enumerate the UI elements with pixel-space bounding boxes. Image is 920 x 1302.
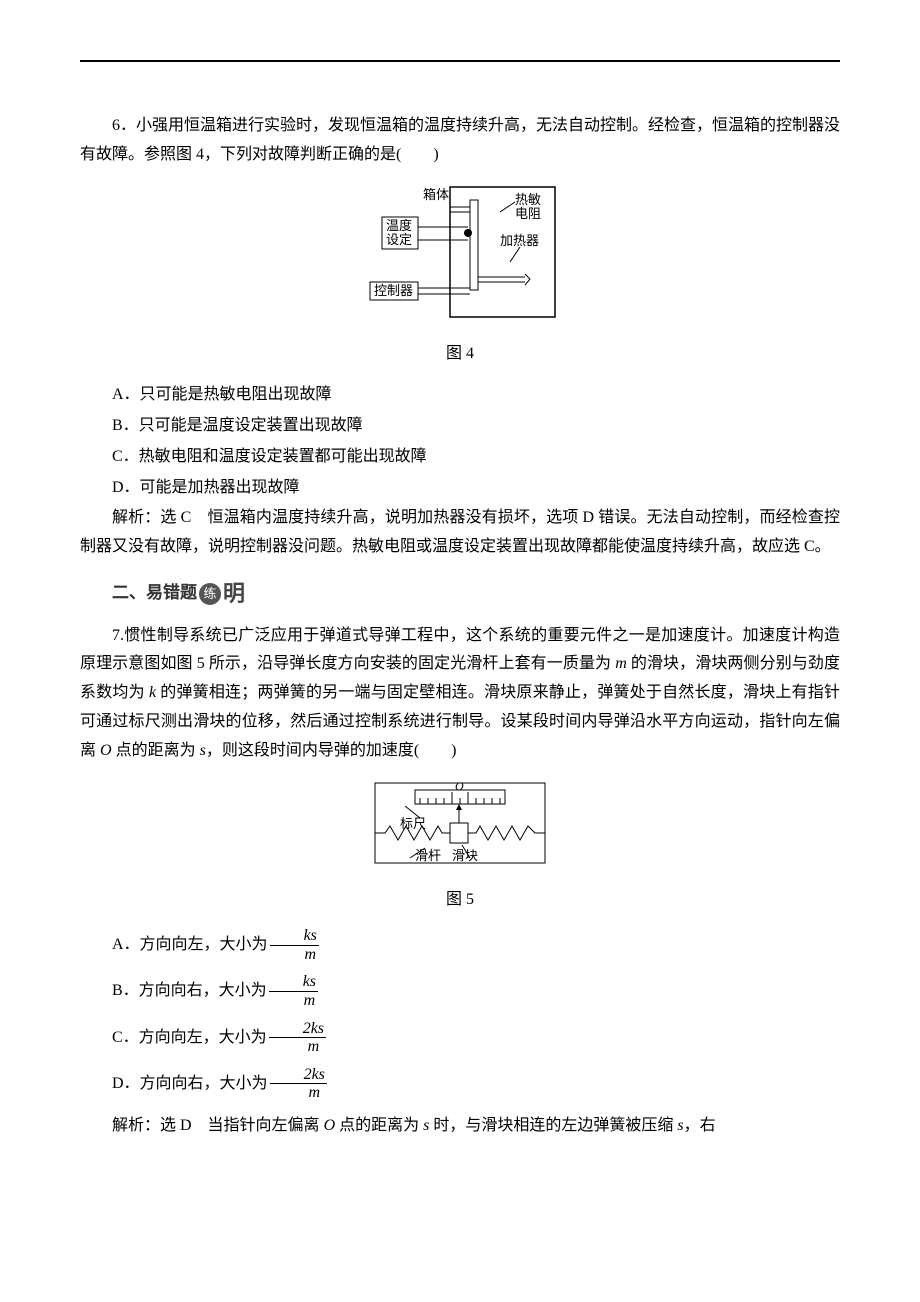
figure-5: O 标尺 滑杆 滑块 [80,778,840,879]
q7-var-o: O [100,742,112,759]
q7-opt-1: B．方向向右，大小为ksm [80,973,840,1009]
section-2-suffix: 明 [223,574,246,614]
q7-e1: 点的距离为 [335,1117,423,1134]
fraction: ksm [269,973,318,1009]
q7-e0: 解析：选 D 当指针向左偏离 [112,1117,324,1134]
q6-text: 6．小强用恒温箱进行实验时，发现恒温箱的温度持续升高，无法自动控制。经检查，恒温… [80,112,840,170]
figure-5-caption: 图 5 [80,886,840,915]
q7-text: 7.惯性制导系统已广泛应用于弹道式导弹工程中，这个系统的重要元件之一是加速度计。… [80,622,840,766]
top-rule [80,60,840,62]
fig4-tempset1: 温度 [386,218,412,233]
q7-t4: ，则这段时间内导弹的加速度( ) [206,742,457,759]
section-2-badge: 练 [199,583,221,605]
figure-4-caption: 图 4 [80,340,840,369]
figure-4: 箱体 温度 设定 控制器 热敏 电阻 加热器 [80,182,840,333]
q7-e-O: O [324,1117,336,1134]
q6-opt-a: A．只可能是热敏电阻出现故障 [80,381,840,410]
section-2-header: 二、易错题 练 明 [80,574,840,614]
fig4-therm1: 热敏 [515,192,541,207]
fig4-therm2: 电阻 [515,206,541,221]
q7-opt-label: B．方向向右，大小为 [112,982,267,999]
fraction: 2ksm [270,1066,327,1102]
fig4-controller: 控制器 [374,283,413,298]
page: 6．小强用恒温箱进行实验时，发现恒温箱的温度持续升高，无法自动控制。经检查，恒温… [0,0,920,1184]
q7-opt-label: A．方向向左，大小为 [112,936,268,953]
fraction: 2ksm [269,1020,326,1056]
fraction: ksm [270,927,319,963]
q7-opt-0: A．方向向左，大小为ksm [80,927,840,963]
q7-explanation: 解析：选 D 当指针向左偏离 O 点的距离为 s 时，与滑块相连的左边弹簧被压缩… [80,1112,840,1141]
q7-var-k: k [149,684,156,701]
section-2-title: 二、易错题 [112,578,197,609]
q6-opt-c: C．热敏电阻和温度设定装置都可能出现故障 [80,443,840,472]
fig5-O: O [455,779,464,793]
q6-explanation: 解析：选 C 恒温箱内温度持续升高，说明加热器没有损坏，选项 D 错误。无法自动… [80,504,840,562]
fig5-block: 滑块 [452,848,478,863]
q6-opt-d: D．可能是加热器出现故障 [80,474,840,503]
fig5-rod: 滑杆 [415,848,441,863]
q7-opt-label: C．方向向左，大小为 [112,1028,267,1045]
q7-t3: 点的距离为 [112,742,200,759]
q7-options: A．方向向左，大小为ksmB．方向向右，大小为ksmC．方向向左，大小为2ksm… [80,927,840,1102]
q7-opt-label: D．方向向右，大小为 [112,1074,268,1091]
q7-opt-3: D．方向向右，大小为2ksm [80,1066,840,1102]
q7-var-m: m [615,655,627,672]
q6-opt-b: B．只可能是温度设定装置出现故障 [80,412,840,441]
q7-e2: 时，与滑块相连的左边弹簧被压缩 [429,1117,677,1134]
q7-e3: ，右 [684,1117,716,1134]
fig4-tempset2: 设定 [386,232,412,247]
fig4-heater: 加热器 [500,233,539,248]
q7-opt-2: C．方向向左，大小为2ksm [80,1020,840,1056]
fig4-body-label: 箱体 [423,187,449,202]
